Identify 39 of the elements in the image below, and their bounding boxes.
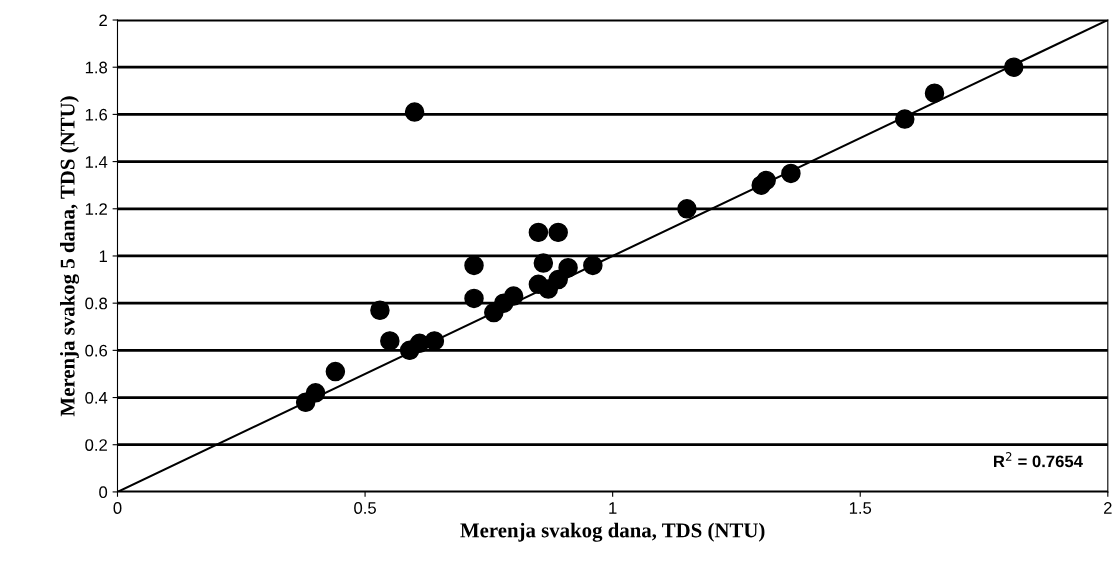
y-tick-label: 2 <box>99 14 107 27</box>
point <box>756 170 776 191</box>
point <box>424 331 445 351</box>
y-tick-label: 0.2 <box>85 439 107 451</box>
point <box>325 361 346 382</box>
y-tick-label: 1.6 <box>85 108 108 121</box>
x-tick-label: 1.5 <box>849 502 872 514</box>
y-tick-label: 0.6 <box>85 344 108 357</box>
point <box>548 222 568 243</box>
point <box>924 83 945 103</box>
y-tick-label: 1 <box>99 250 107 263</box>
y-tick-label: 1.8 <box>85 61 108 74</box>
y-tick-label: 0.4 <box>85 391 108 404</box>
point <box>677 199 697 219</box>
y-tick-label: 1.4 <box>85 156 108 168</box>
point <box>404 102 425 122</box>
point <box>533 253 554 273</box>
y-axis-title: Merenja svakog 5 dana, TDS (NTU) <box>59 96 80 417</box>
point <box>370 300 390 320</box>
x-tick-label: 2 <box>1104 502 1112 514</box>
point <box>895 109 915 129</box>
point <box>781 163 801 184</box>
point <box>464 255 484 276</box>
point <box>528 222 549 243</box>
x-tick-label: 0 <box>113 502 122 514</box>
point <box>305 383 326 403</box>
annotation: R$^{2}$ = 0.7654 <box>994 452 1083 468</box>
y-tick-label: 0 <box>99 486 108 499</box>
y-tick-label: 1.2 <box>85 203 107 215</box>
point <box>583 255 603 276</box>
point <box>1003 57 1024 77</box>
x-axis-title: Merenja svakog dana, TDS (NTU) <box>460 522 765 542</box>
point <box>464 288 484 309</box>
point <box>503 286 524 306</box>
x-tick-label: 0.5 <box>354 502 376 514</box>
point <box>558 258 578 278</box>
y-tick-label: 0.8 <box>85 297 108 310</box>
point <box>380 331 400 351</box>
x-tick-label: 1 <box>609 502 617 514</box>
